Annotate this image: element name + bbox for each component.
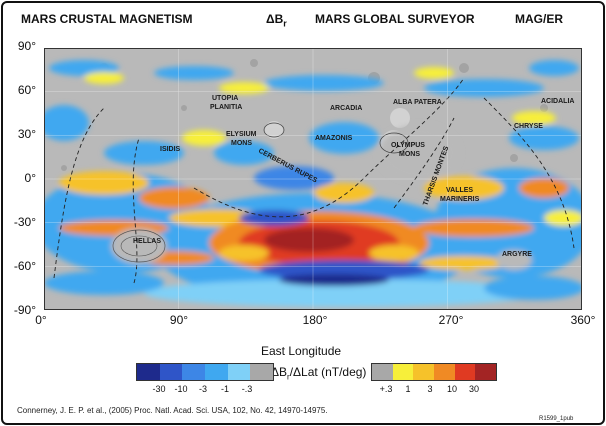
place-elysium: ELYSIUM — [226, 131, 257, 138]
lat-tick-0: 0° — [24, 171, 36, 185]
legend-label: ΔBr/ΔLat (nT/deg) — [271, 365, 367, 382]
legend-swatch — [250, 364, 274, 380]
legend-negative-bar — [136, 363, 274, 381]
legend-tick-neg30: -30 — [152, 384, 166, 394]
lon-axis-title: East Longitude — [261, 344, 342, 358]
legend-swatch — [372, 364, 393, 380]
legend-tick-pos1: 1 — [405, 384, 411, 394]
lon-tick-90: 90° — [169, 313, 189, 327]
legend-swatch — [434, 364, 455, 380]
legend-tick-neg3: -3 — [198, 384, 207, 394]
legend-tick-neg03: -.3 — [241, 384, 253, 394]
legend-swatch — [475, 364, 497, 380]
legend-swatch — [159, 364, 183, 380]
place-alba-patera: ALBA PATERA — [393, 99, 442, 106]
figure-code: R1599_1pub — [539, 416, 574, 422]
place-chryse: CHRYSE — [514, 123, 543, 130]
lat-tick-90: 90° — [17, 39, 36, 53]
legend-tick-pos3: 3 — [427, 384, 433, 394]
lon-tick-360: 360° — [570, 313, 596, 327]
place-olympus: OLYMPUS — [391, 142, 425, 149]
crustal-field-map: UTOPIA PLANITIA ARCADIA ALBA PATERA ACID… — [44, 48, 582, 310]
legend-tick-neg10: -10 — [174, 384, 188, 394]
place-hellas: HELLAS — [133, 238, 161, 245]
legend-tick-neg1: -1 — [220, 384, 229, 394]
legend-swatch — [137, 364, 160, 380]
lat-tick-minus30: -30° — [13, 215, 36, 229]
place-olympus-mons: MONS — [399, 151, 420, 158]
place-arcadia: ARCADIA — [330, 105, 362, 112]
legend-positive-bar — [371, 363, 497, 381]
legend-swatch — [182, 364, 206, 380]
legend-swatch — [413, 364, 435, 380]
legend-swatch — [392, 364, 414, 380]
place-marineris: MARINERIS — [440, 196, 480, 203]
figure-title: MARS CRUSTAL MAGNETISM — [21, 12, 193, 26]
legend-tick-pos03: +.3 — [379, 384, 393, 394]
citation: Connerney, J. E. P. et al., (2005) Proc.… — [17, 406, 328, 415]
place-valles: VALLES — [446, 187, 473, 194]
legend-tick-pos10: 10 — [446, 384, 457, 394]
lon-tick-270: 270° — [438, 313, 464, 327]
lon-tick-180: 180° — [302, 313, 328, 327]
legend-swatch — [205, 364, 228, 380]
place-utopia: UTOPIA — [212, 95, 238, 102]
mission-title: MARS GLOBAL SURVEYOR — [315, 12, 475, 26]
place-amazonis: AMAZONIS — [315, 135, 353, 142]
place-elysium-mons: MONS — [231, 140, 252, 147]
place-planitia: PLANITIA — [210, 104, 242, 111]
lat-tick-60: 60° — [17, 83, 36, 97]
lat-tick-minus60: -60° — [13, 259, 36, 273]
legend-tick-pos30: 30 — [468, 384, 479, 394]
legend-swatch — [227, 364, 251, 380]
place-argyre: ARGYRE — [502, 251, 532, 258]
place-isidis: ISIDIS — [160, 146, 181, 153]
legend-swatch — [454, 364, 476, 380]
lon-tick-0: 0° — [35, 313, 47, 327]
lat-tick-30: 30° — [17, 127, 36, 141]
place-acidalia: ACIDALIA — [541, 98, 574, 105]
lat-tick-minus90: -90° — [13, 303, 36, 317]
instrument-title: MAG/ER — [515, 12, 563, 26]
quantity-title: ΔBr — [266, 12, 287, 29]
